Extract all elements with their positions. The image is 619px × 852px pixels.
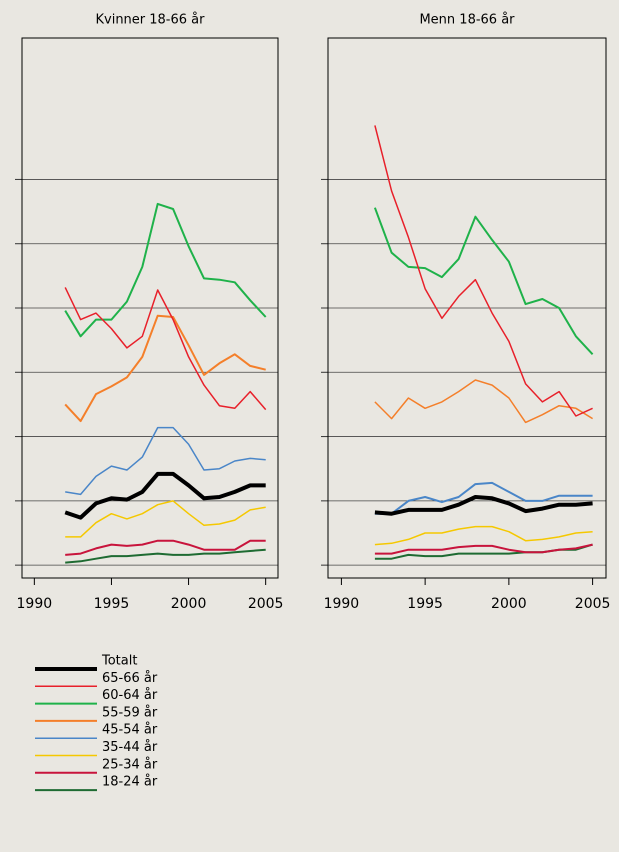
series-line [64, 471, 266, 520]
x-tick-label: 2005 [248, 596, 284, 612]
plot-frame [327, 37, 607, 579]
x-tick-label: 1995 [94, 596, 130, 612]
series-line [374, 481, 593, 515]
x-tick-label: 2000 [171, 596, 207, 612]
series-line [64, 287, 267, 411]
x-tick-label: 1995 [407, 596, 443, 612]
series-line [374, 543, 593, 555]
x-tick-label: 1990 [17, 596, 53, 612]
series-line [374, 525, 593, 546]
series-line [374, 125, 593, 417]
legend-label: 25-34 år [102, 757, 158, 772]
panel-title: Menn 18-66 år [419, 13, 515, 28]
series-line [65, 426, 266, 496]
legend-label: Totalt [101, 654, 137, 669]
series-line [65, 500, 266, 538]
legend-label: 18-24 år [102, 775, 158, 790]
legend-label: 35-44 år [102, 740, 158, 755]
x-tick-label: 2000 [491, 596, 527, 612]
series-line [64, 202, 267, 338]
legend-label: 55-59 år [102, 705, 158, 720]
series-line [65, 539, 266, 556]
series-line [374, 495, 593, 516]
series-line [374, 379, 593, 424]
legend-label: 60-64 år [102, 688, 158, 703]
plot-frame [21, 37, 279, 579]
x-tick-label: 1990 [324, 596, 360, 612]
panel-title: Kvinner 18-66 år [95, 13, 205, 28]
legend-label: 65-66 år [102, 671, 158, 686]
x-tick-label: 2005 [575, 596, 611, 612]
series-line [373, 207, 594, 355]
series-line [65, 548, 266, 564]
series-line [64, 314, 266, 423]
legend-label: 45-54 år [102, 723, 158, 738]
